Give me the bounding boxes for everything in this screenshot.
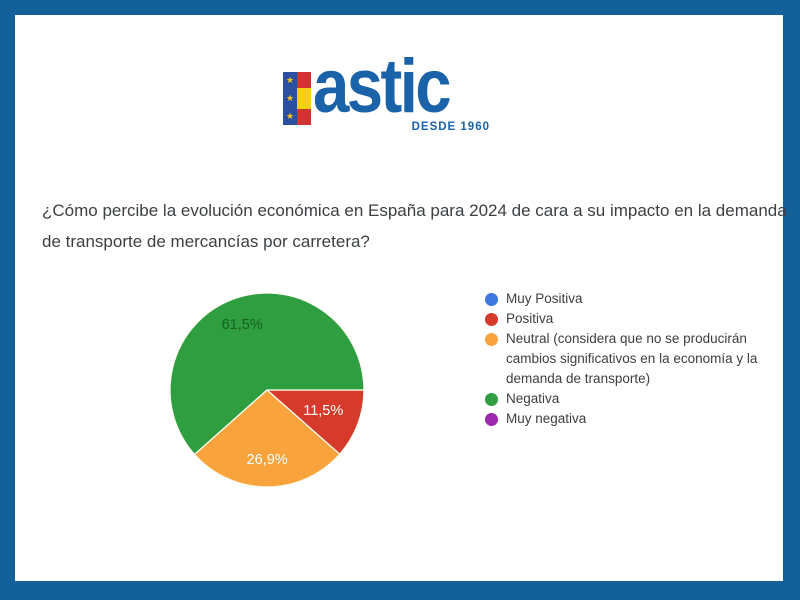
spain-red-band <box>297 109 311 126</box>
legend-label: Neutral (considera que no se producirán … <box>506 331 758 386</box>
legend-item-2: Neutral (considera que no se producirán … <box>485 329 775 389</box>
pie-slice-label-1: 11,5% <box>303 403 344 420</box>
pie-chart-svg <box>169 292 365 488</box>
spain-yellow-band <box>297 87 311 110</box>
legend-item-0: Muy Positiva <box>485 289 775 309</box>
eu-star-icon: ★ <box>285 110 295 121</box>
pie-slice-2 <box>193 389 341 488</box>
astic-flag-icon: ★ ★ ★ <box>283 72 311 126</box>
legend-item-3: Negativa <box>485 389 775 409</box>
eu-star-icon: ★ <box>285 92 295 103</box>
pie-slice-label-3: 61,5% <box>221 316 263 333</box>
legend-color-dot <box>485 412 498 426</box>
legend-label: Muy Positiva <box>506 291 583 306</box>
legend-label: Muy negativa <box>506 411 587 426</box>
legend-color-dot <box>485 312 498 326</box>
chart-legend: Muy Positiva Positiva Neutral (considera q… <box>485 289 775 429</box>
pie-chart: 11,5% 26,9% 61,5% <box>167 290 367 490</box>
eu-star-icon: ★ <box>285 75 295 86</box>
legend-color-dot <box>485 292 498 306</box>
brand-tagline: DESDE 1960 <box>411 121 490 133</box>
pie-slice-1 <box>265 389 365 456</box>
legend-item-4: Muy negativa <box>485 409 775 429</box>
pie-slice-3 <box>169 292 365 456</box>
legend-item-1: Positiva <box>485 309 775 329</box>
spain-red-band <box>297 72 311 88</box>
legend-label: Negativa <box>506 391 560 406</box>
survey-question: ¿Cómo percibe la evolución económica en … <box>42 201 787 251</box>
legend-color-dot <box>485 332 498 346</box>
spain-flag-half <box>297 72 311 126</box>
legend-color-dot <box>485 392 498 406</box>
legend-label: Positiva <box>506 311 554 326</box>
brand-wordmark: astic <box>313 44 452 129</box>
pie-slice-label-2: 26,9% <box>246 451 288 468</box>
astic-logo: ★ ★ ★ astic DESDE 1960 <box>283 45 513 145</box>
eu-flag-half: ★ ★ ★ <box>283 72 297 125</box>
slide-content: ★ ★ ★ astic DESDE 1960 ¿Cómo percibe la … <box>15 15 787 581</box>
